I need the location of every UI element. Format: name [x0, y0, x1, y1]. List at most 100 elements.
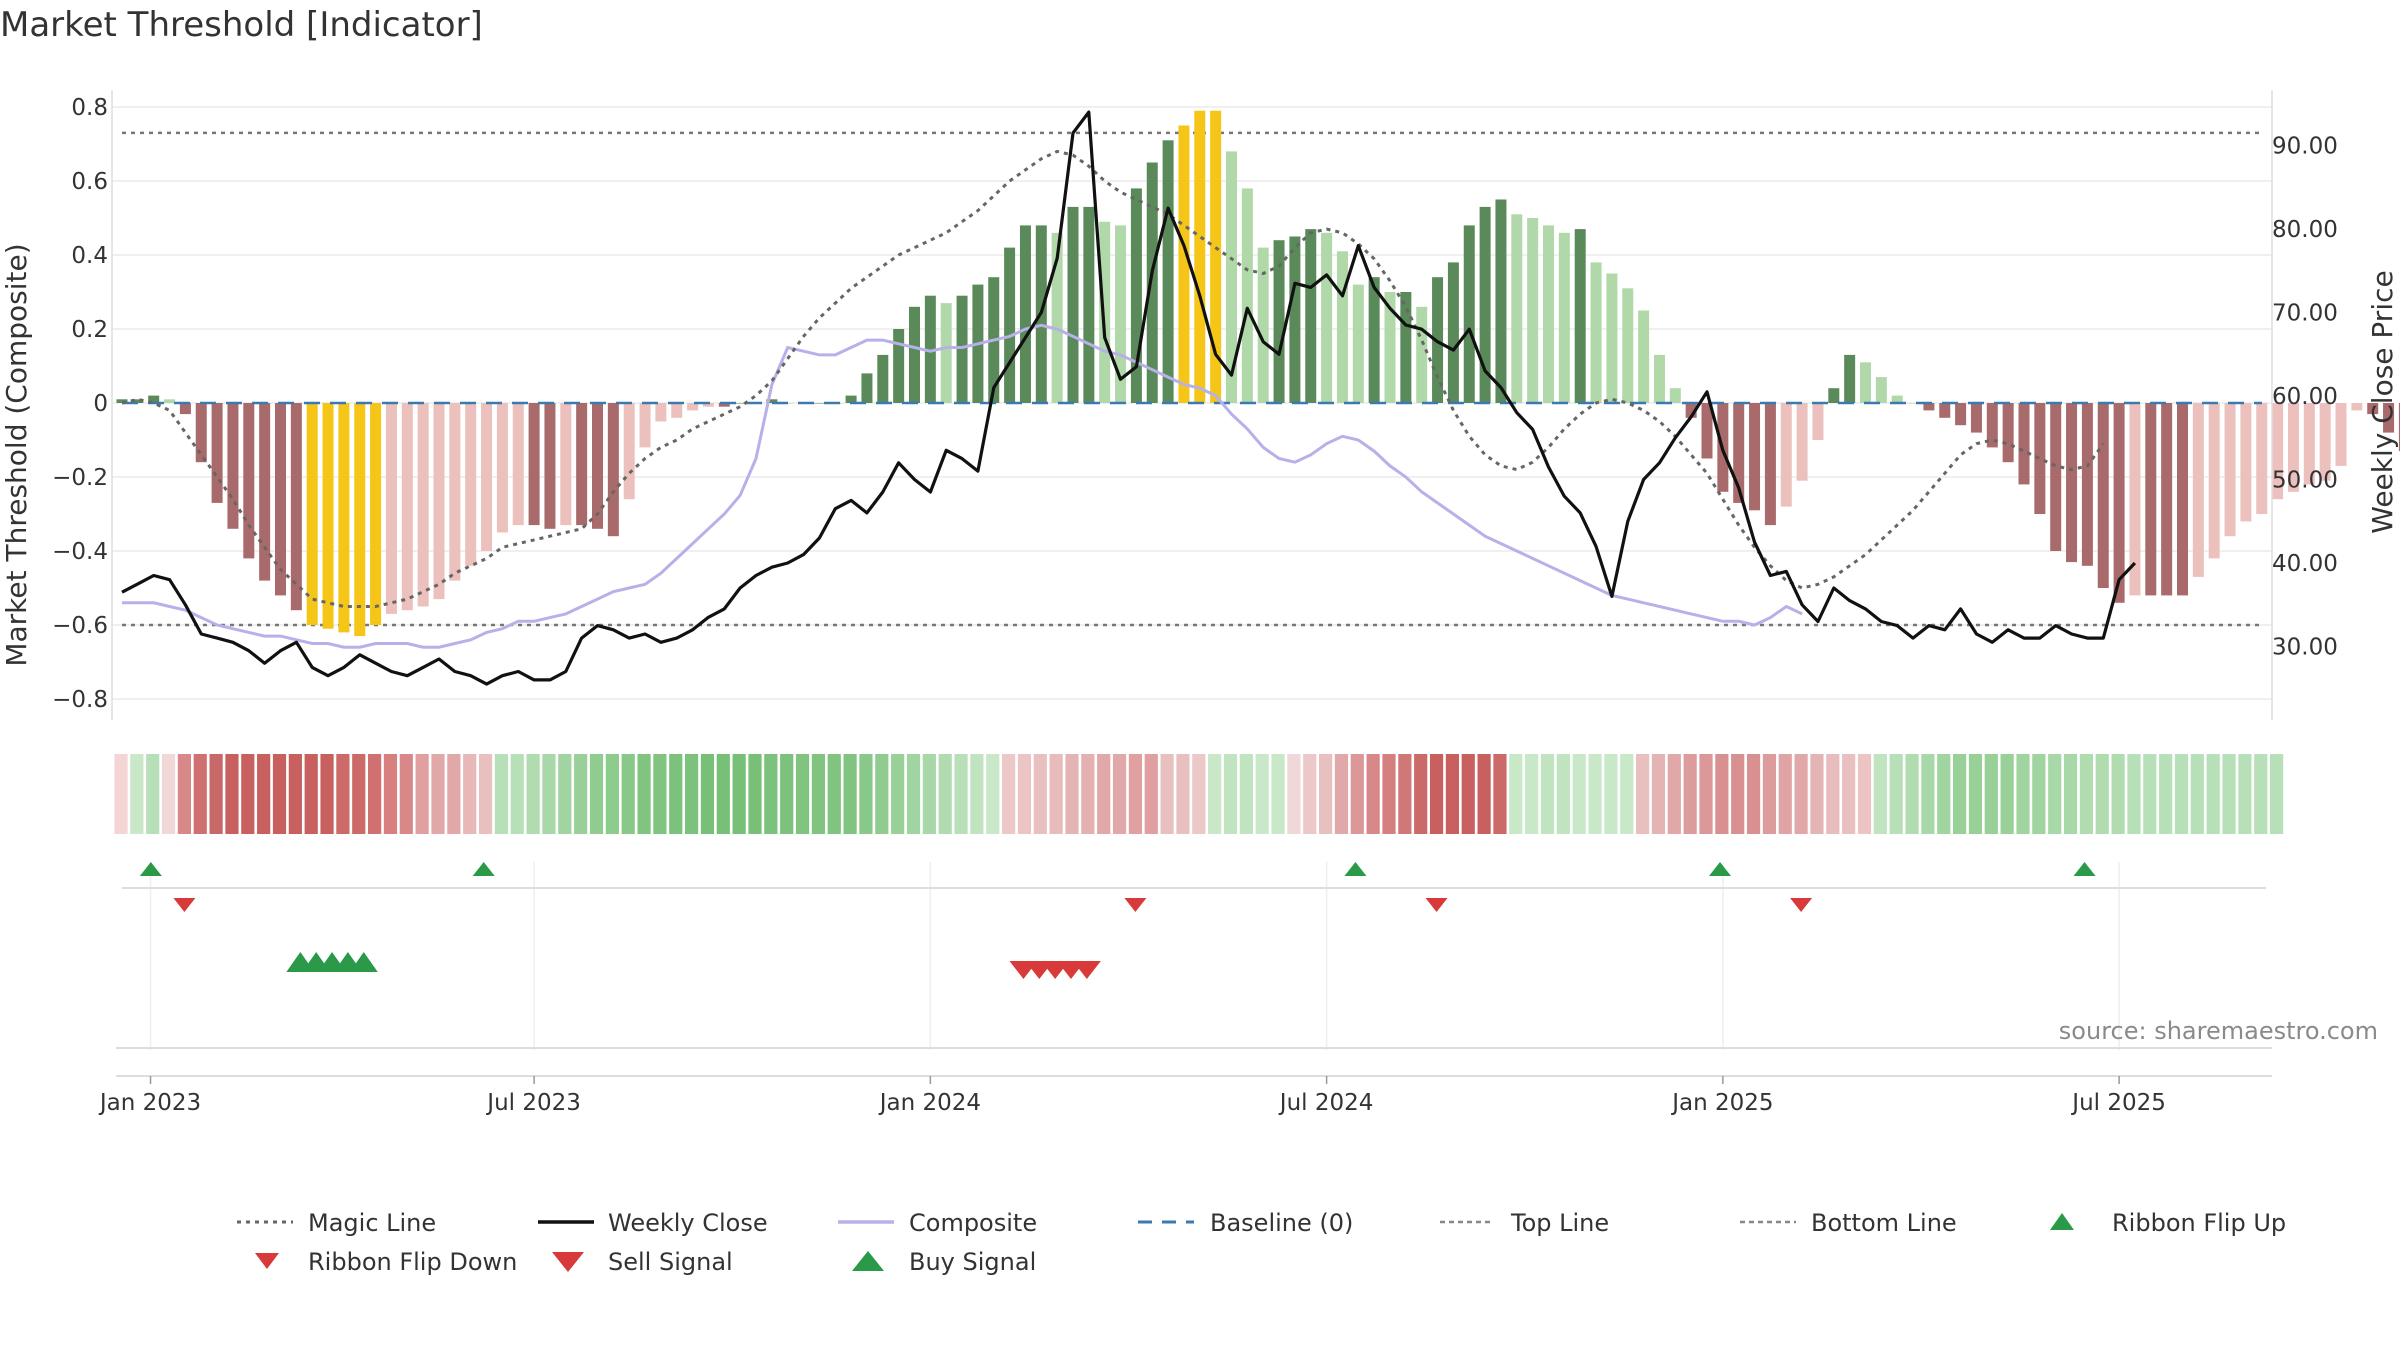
composite-bar — [1907, 403, 1919, 404]
x-tick-label: Jan 2023 — [98, 1090, 201, 1116]
composite-bar — [2367, 403, 2379, 415]
ribbon-cell — [1081, 754, 1095, 834]
composite-bar — [2287, 403, 2299, 492]
composite-bar — [2224, 403, 2236, 537]
composite-bar — [1336, 251, 1348, 403]
composite-bar — [2351, 403, 2363, 411]
composite-bar — [2303, 403, 2315, 485]
ribbon-cell — [2079, 754, 2093, 834]
ribbon-cell — [2254, 754, 2268, 834]
ribbon-cell — [716, 754, 730, 834]
composite-bar — [1923, 403, 1935, 411]
composite-bar — [1955, 403, 1967, 426]
composite-bar — [1780, 403, 1792, 507]
composite-bar — [370, 403, 382, 625]
ribbon-cell — [1651, 754, 1666, 834]
ribbon-cell — [795, 754, 810, 834]
y-axis-label: Market Threshold (Composite) — [0, 243, 33, 666]
signal-markers — [116, 862, 2272, 1050]
composite-bar — [1447, 262, 1459, 403]
ribbon-cell — [2016, 754, 2030, 834]
trend-ribbon — [114, 754, 2284, 834]
ribbon-cell — [811, 754, 825, 834]
composite-bar — [560, 403, 572, 526]
legend: Magic Line Weekly Close Composite Baseli… — [237, 1209, 2286, 1276]
ribbon-cell — [130, 754, 144, 834]
composite-bar — [2113, 403, 2125, 603]
ribbon-cell — [463, 754, 477, 834]
composite-bar — [1764, 403, 1776, 526]
ribbon-cell — [1794, 754, 1808, 834]
ribbon-cell — [1445, 754, 1459, 834]
composite-bar — [956, 295, 968, 403]
ribbon-cell — [1889, 754, 1903, 834]
ribbon-cell — [954, 754, 968, 834]
composite-bar — [227, 403, 239, 529]
ribbon-cell — [399, 754, 413, 834]
composite-bar — [845, 395, 857, 403]
composite-bar — [338, 403, 350, 633]
ribbon-cell — [859, 754, 873, 834]
composite-bar — [148, 395, 160, 403]
composite-bar — [877, 354, 889, 403]
ribbon-cell — [906, 754, 921, 834]
composite-bar — [2383, 403, 2395, 433]
composite-line — [122, 323, 1803, 649]
composite-bar — [1701, 403, 1713, 459]
ribbon-cell — [193, 754, 207, 834]
composite-bar — [1844, 354, 1856, 403]
ribbon-cell — [1033, 754, 1047, 834]
composite-bar — [1749, 403, 1761, 511]
axes: 0.8 0.6 0.4 0.2 0 −0.2 −0.4 −0.6 −0.8 90.00 80.00 7… — [52, 90, 2338, 720]
composite-bar — [275, 403, 286, 596]
ribbon-cell — [320, 754, 334, 834]
composite-bar — [2097, 403, 2109, 588]
ribbon-cell — [1112, 754, 1127, 834]
composite-bar — [2319, 403, 2331, 481]
composite-bar — [592, 403, 603, 529]
sell-signal-marker — [1072, 961, 1101, 979]
composite-bar — [1019, 225, 1031, 403]
series-lines — [121, 110, 2262, 686]
ribbon-cell — [1334, 754, 1349, 834]
ribbon-cell — [447, 754, 461, 834]
ribbon-cell — [1429, 754, 1444, 834]
ribbon-cell — [2143, 754, 2157, 834]
composite-bar — [449, 403, 461, 581]
ribbon-cell — [1461, 754, 1475, 834]
composite-bar — [1051, 232, 1063, 403]
ribbon-cell — [2190, 754, 2204, 834]
legend-buy-signal: Buy Signal — [909, 1248, 1036, 1276]
composite-bar — [655, 403, 667, 422]
ribbon-cell — [1493, 754, 1507, 834]
reference-lines — [122, 131, 2262, 627]
composite-bar — [1463, 225, 1475, 403]
ribbon-cell — [542, 754, 556, 834]
composite-bar — [813, 403, 825, 404]
ribbon-cell — [2095, 754, 2109, 834]
ribbon-flip-down-marker — [1790, 898, 1813, 912]
composite-bar — [576, 403, 588, 526]
composite-bar — [1004, 247, 1016, 403]
composite-bar — [1796, 403, 1808, 481]
ribbon-cell — [669, 754, 683, 834]
composite-bar — [1638, 310, 1650, 403]
ribbon-cell — [2063, 754, 2078, 834]
composite-bar — [243, 403, 255, 559]
y-tick-label: 0.6 — [71, 169, 108, 195]
ribbon-cell — [605, 754, 619, 834]
ribbon-cell — [1208, 754, 1222, 834]
ribbon-flip-up-marker — [2073, 862, 2096, 876]
composite-bar — [940, 303, 952, 403]
y2-tick-label: 30.00 — [2272, 635, 2338, 661]
ribbon-cell — [161, 754, 176, 834]
ribbon-cell — [1223, 754, 1238, 834]
composite-bar — [1083, 206, 1095, 403]
ribbon-cell — [1810, 754, 1824, 834]
composite-bar — [2034, 403, 2046, 514]
ribbon-cell — [922, 754, 936, 834]
legend-bottom-line: Bottom Line — [1811, 1209, 1957, 1237]
composite-bar — [1669, 388, 1681, 403]
ribbon-cell — [1556, 754, 1570, 834]
composite-bar — [718, 403, 730, 407]
